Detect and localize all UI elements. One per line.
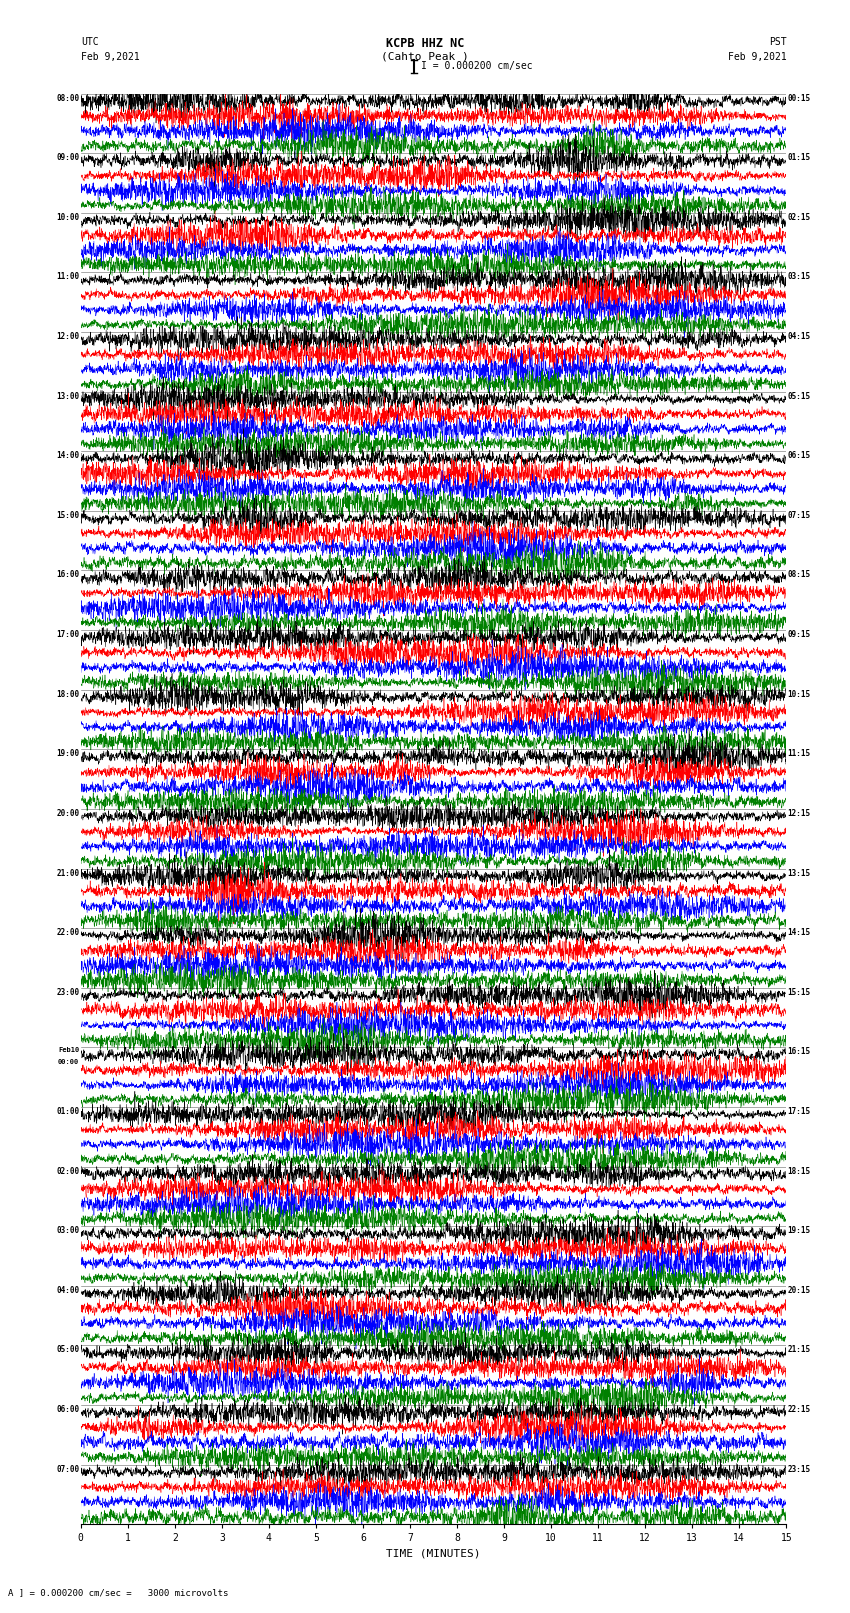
Text: 08:15: 08:15	[788, 571, 811, 579]
Text: 21:15: 21:15	[788, 1345, 811, 1355]
Text: Feb 9,2021: Feb 9,2021	[728, 52, 786, 61]
Text: 11:00: 11:00	[56, 273, 79, 281]
Text: 12:15: 12:15	[788, 810, 811, 818]
Text: PST: PST	[768, 37, 786, 47]
Text: 13:00: 13:00	[56, 392, 79, 400]
Text: 00:15: 00:15	[788, 94, 811, 103]
Text: 12:00: 12:00	[56, 332, 79, 340]
Text: 14:00: 14:00	[56, 452, 79, 460]
Text: I = 0.000200 cm/sec: I = 0.000200 cm/sec	[421, 61, 532, 71]
Text: 11:15: 11:15	[788, 750, 811, 758]
Text: 23:00: 23:00	[56, 987, 79, 997]
Text: UTC: UTC	[81, 37, 99, 47]
Text: 06:00: 06:00	[56, 1405, 79, 1415]
Text: 01:15: 01:15	[788, 153, 811, 163]
Text: Feb 9,2021: Feb 9,2021	[81, 52, 139, 61]
Text: 02:00: 02:00	[56, 1166, 79, 1176]
Text: 18:00: 18:00	[56, 690, 79, 698]
Text: 21:00: 21:00	[56, 868, 79, 877]
Text: 04:00: 04:00	[56, 1286, 79, 1295]
Text: 07:00: 07:00	[56, 1465, 79, 1474]
Text: A ] = 0.000200 cm/sec =   3000 microvolts: A ] = 0.000200 cm/sec = 3000 microvolts	[8, 1587, 229, 1597]
Text: 16:15: 16:15	[788, 1047, 811, 1057]
Text: KCPB HHZ NC: KCPB HHZ NC	[386, 37, 464, 50]
Text: 02:15: 02:15	[788, 213, 811, 221]
Text: 14:15: 14:15	[788, 927, 811, 937]
Text: 16:00: 16:00	[56, 571, 79, 579]
Text: 03:00: 03:00	[56, 1226, 79, 1236]
Text: 20:00: 20:00	[56, 810, 79, 818]
Text: 00:00: 00:00	[58, 1058, 79, 1065]
Text: 17:15: 17:15	[788, 1107, 811, 1116]
Text: 10:00: 10:00	[56, 213, 79, 221]
Text: 15:15: 15:15	[788, 987, 811, 997]
Text: 01:00: 01:00	[56, 1107, 79, 1116]
X-axis label: TIME (MINUTES): TIME (MINUTES)	[386, 1548, 481, 1558]
Text: 09:15: 09:15	[788, 631, 811, 639]
Text: 05:15: 05:15	[788, 392, 811, 400]
Text: 22:00: 22:00	[56, 927, 79, 937]
Text: 06:15: 06:15	[788, 452, 811, 460]
Text: 04:15: 04:15	[788, 332, 811, 340]
Text: 22:15: 22:15	[788, 1405, 811, 1415]
Text: 03:15: 03:15	[788, 273, 811, 281]
Text: 09:00: 09:00	[56, 153, 79, 163]
Text: 17:00: 17:00	[56, 631, 79, 639]
Text: 13:15: 13:15	[788, 868, 811, 877]
Text: (Cahto Peak ): (Cahto Peak )	[381, 52, 469, 61]
Text: 05:00: 05:00	[56, 1345, 79, 1355]
Text: 18:15: 18:15	[788, 1166, 811, 1176]
Text: 19:00: 19:00	[56, 750, 79, 758]
Text: 15:00: 15:00	[56, 511, 79, 519]
Text: 23:15: 23:15	[788, 1465, 811, 1474]
Text: 20:15: 20:15	[788, 1286, 811, 1295]
Text: 10:15: 10:15	[788, 690, 811, 698]
Text: 19:15: 19:15	[788, 1226, 811, 1236]
Text: 08:00: 08:00	[56, 94, 79, 103]
Text: 07:15: 07:15	[788, 511, 811, 519]
Text: Feb10: Feb10	[58, 1047, 79, 1053]
